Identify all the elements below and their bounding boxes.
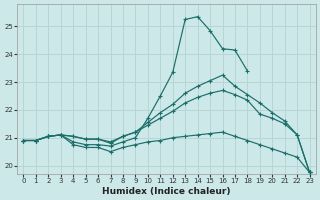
X-axis label: Humidex (Indice chaleur): Humidex (Indice chaleur) [102,187,231,196]
